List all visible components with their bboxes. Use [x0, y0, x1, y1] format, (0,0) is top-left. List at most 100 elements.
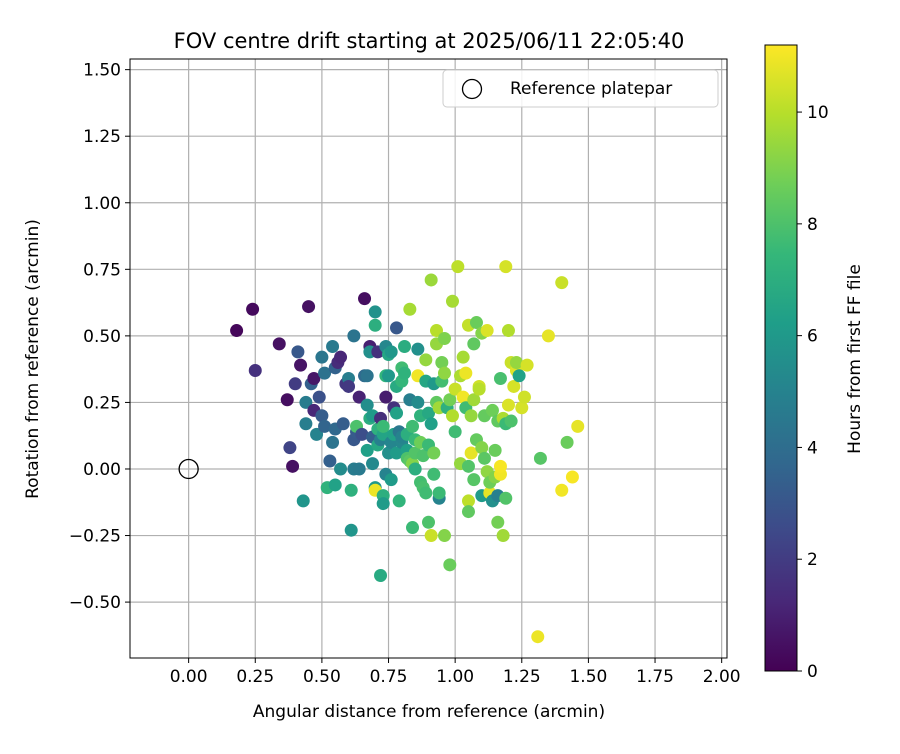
data-point [326, 340, 340, 354]
y-tick-label: 1.00 [83, 194, 121, 214]
data-point [384, 345, 398, 359]
data-point [334, 462, 348, 476]
x-tick-label: 2.00 [703, 667, 741, 687]
data-point [509, 355, 523, 369]
data-point [531, 630, 545, 644]
data-point [435, 355, 449, 369]
data-point [326, 435, 340, 449]
x-axis-label: Angular distance from reference (arcmin) [253, 702, 605, 722]
data-point [496, 529, 510, 543]
data-point [390, 406, 404, 420]
data-point [520, 358, 534, 372]
colorbar-tick-label: 0 [807, 662, 818, 682]
data-point [504, 414, 518, 428]
y-axis-label: Rotation from reference (arcmin) [23, 219, 43, 499]
data-point [432, 486, 446, 500]
data-point [501, 398, 515, 412]
x-tick-label: 1.00 [436, 667, 474, 687]
data-point [248, 363, 262, 377]
data-point [398, 366, 412, 380]
data-point [437, 366, 451, 380]
data-point [451, 260, 465, 274]
colorbar-gradient [765, 45, 797, 671]
data-point [437, 332, 451, 346]
y-tick-label: 0.50 [83, 327, 121, 347]
y-tick-label: 1.50 [83, 61, 121, 81]
data-point [379, 390, 393, 404]
x-tick-label: 0.00 [170, 667, 208, 687]
data-point [427, 467, 441, 481]
data-point [384, 473, 398, 487]
data-point [445, 294, 459, 308]
plot-frame [129, 58, 728, 659]
data-point [368, 305, 382, 319]
data-point [459, 366, 473, 380]
scatter-points [230, 260, 585, 644]
x-tick-label: 1.75 [636, 667, 674, 687]
data-point [472, 382, 486, 396]
data-point [437, 529, 451, 543]
y-tick-label: −0.50 [69, 593, 121, 613]
data-point [272, 337, 286, 351]
data-point [422, 406, 435, 420]
legend-label: Reference platepar [510, 79, 672, 99]
data-point [344, 483, 358, 497]
data-point [467, 393, 481, 407]
data-point [424, 417, 438, 431]
data-point [288, 377, 302, 391]
data-point [469, 316, 483, 330]
x-tick-label: 0.25 [236, 667, 274, 687]
legend: Reference platepar [442, 69, 719, 108]
data-point [318, 366, 332, 380]
data-point [456, 390, 470, 404]
data-point [507, 379, 521, 393]
data-point [560, 435, 574, 449]
data-point [461, 459, 475, 473]
data-point [488, 443, 502, 457]
data-point [445, 409, 459, 423]
data-point [515, 401, 529, 415]
data-point [299, 395, 313, 409]
colorbar-ticks: 0 2 4 6 8 10 [797, 103, 829, 682]
data-point [344, 523, 358, 537]
chart-title: FOV centre drift starting at 2025/06/11 … [174, 29, 685, 53]
reference-marker-group [178, 458, 199, 480]
data-point [485, 403, 499, 417]
x-axis-ticks: 0.00 0.25 0.50 0.75 1.00 1.25 1.50 1.75 2.00 [170, 658, 741, 687]
y-tick-label: −0.25 [69, 527, 121, 547]
data-point [541, 329, 555, 343]
data-point [374, 568, 388, 582]
data-point [408, 462, 422, 476]
colorbar-tick-label: 4 [807, 438, 818, 458]
legend-box [442, 69, 719, 108]
x-tick-label: 1.25 [503, 667, 541, 687]
data-point [424, 273, 438, 287]
data-point [360, 443, 374, 457]
data-point [456, 350, 470, 364]
data-point [493, 459, 507, 473]
data-point [390, 446, 404, 460]
colorbar-label: Hours from first FF file [845, 264, 865, 454]
data-point [302, 300, 316, 314]
data-point [355, 427, 369, 441]
data-point [299, 417, 313, 431]
data-point [419, 353, 433, 367]
data-point [416, 449, 430, 463]
data-point [368, 318, 382, 332]
data-point [318, 419, 332, 433]
data-point [406, 521, 420, 535]
data-point [422, 515, 435, 529]
colorbar-tick-label: 8 [807, 215, 818, 235]
data-point [312, 390, 326, 404]
data-point [501, 324, 515, 338]
data-point [411, 395, 425, 409]
data-point [565, 470, 579, 484]
data-point [376, 497, 390, 511]
data-point [390, 321, 404, 335]
data-point [499, 491, 513, 505]
data-point [403, 302, 417, 316]
data-point [448, 382, 462, 396]
data-point [366, 457, 380, 471]
data-point [360, 398, 374, 412]
data-point [443, 393, 457, 407]
